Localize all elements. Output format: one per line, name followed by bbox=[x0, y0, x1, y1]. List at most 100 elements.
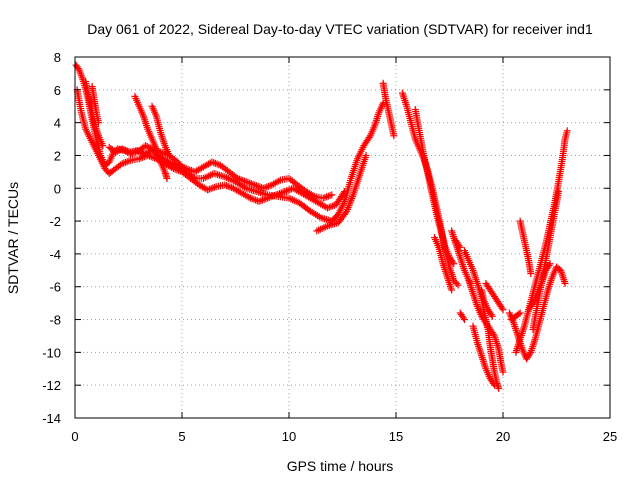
data-point bbox=[174, 161, 182, 169]
data-point bbox=[319, 194, 327, 202]
data-point bbox=[272, 191, 280, 199]
y-tick-label: 2 bbox=[54, 148, 61, 163]
series-arc-4 bbox=[131, 92, 171, 182]
data-point bbox=[135, 147, 143, 155]
data-point bbox=[276, 190, 284, 198]
data-point bbox=[365, 133, 373, 141]
data-point bbox=[149, 153, 157, 161]
data-point bbox=[169, 159, 177, 167]
data-point bbox=[266, 182, 274, 190]
data-point bbox=[489, 380, 497, 388]
data-point bbox=[112, 148, 120, 156]
series-arc-21 bbox=[516, 217, 535, 278]
y-axis-label: SDTVAR / TECUs bbox=[5, 182, 21, 294]
y-tick-label: 4 bbox=[54, 116, 61, 131]
y-tick-label: -4 bbox=[49, 247, 61, 262]
series-arc-15 bbox=[469, 322, 498, 389]
data-point bbox=[262, 195, 270, 203]
data-point bbox=[74, 64, 82, 72]
data-point bbox=[179, 163, 187, 171]
series-arc-5 bbox=[148, 102, 173, 159]
data-point bbox=[240, 177, 248, 185]
data-point bbox=[561, 279, 569, 287]
series-arc-24 bbox=[431, 234, 456, 294]
series-arc-19 bbox=[512, 127, 571, 356]
data-points bbox=[72, 61, 571, 392]
plot-frame bbox=[74, 56, 611, 419]
data-point bbox=[449, 258, 457, 266]
data-point bbox=[139, 150, 147, 158]
data-point bbox=[182, 165, 190, 173]
data-point bbox=[327, 203, 335, 211]
data-point bbox=[274, 190, 282, 198]
data-point bbox=[490, 381, 498, 389]
data-point bbox=[261, 184, 269, 192]
data-point bbox=[184, 165, 192, 173]
data-point bbox=[459, 314, 467, 322]
data-point bbox=[325, 203, 333, 211]
data-point bbox=[120, 159, 128, 167]
data-point bbox=[284, 186, 292, 194]
data-point bbox=[499, 368, 507, 376]
x-tick-label: 5 bbox=[178, 429, 185, 444]
data-point bbox=[275, 177, 283, 185]
data-point bbox=[516, 309, 524, 317]
data-point bbox=[208, 158, 216, 166]
y-tick-label: 8 bbox=[54, 50, 61, 65]
y-tick-label: 6 bbox=[54, 83, 61, 98]
data-point bbox=[163, 157, 171, 165]
data-point bbox=[488, 312, 496, 320]
data-point bbox=[260, 195, 268, 203]
data-point bbox=[136, 148, 144, 156]
data-point bbox=[213, 160, 221, 168]
data-point bbox=[142, 142, 150, 150]
data-point bbox=[171, 165, 179, 173]
data-point bbox=[256, 183, 264, 191]
data-point bbox=[526, 350, 534, 358]
axis-ticks bbox=[74, 56, 611, 419]
y-tick-labels: -14 -12 -10 -8 -6 -4 -2 0 2 4 6 8 bbox=[42, 50, 61, 426]
data-point bbox=[277, 189, 285, 197]
data-point bbox=[263, 183, 271, 191]
data-point bbox=[211, 159, 219, 167]
data-point bbox=[248, 195, 256, 203]
data-point bbox=[321, 193, 329, 201]
chart-title: Day 061 of 2022, Sidereal Day-to-day VTE… bbox=[87, 21, 593, 37]
data-point bbox=[170, 160, 178, 168]
data-point bbox=[255, 197, 263, 205]
data-point bbox=[257, 197, 265, 205]
data-point bbox=[123, 158, 131, 166]
series-arc-3 bbox=[105, 143, 336, 202]
series-arc-6 bbox=[82, 78, 107, 150]
data-point bbox=[324, 192, 332, 200]
y-tick-label: -8 bbox=[49, 313, 61, 328]
data-point bbox=[265, 193, 273, 201]
grid bbox=[75, 57, 610, 418]
series-arc-25 bbox=[452, 237, 464, 251]
series-arc-26 bbox=[478, 286, 496, 320]
data-point bbox=[448, 286, 456, 294]
data-point bbox=[450, 260, 458, 268]
data-point bbox=[246, 194, 254, 202]
y-tick-label: -10 bbox=[42, 345, 61, 360]
data-point bbox=[223, 182, 231, 190]
data-point bbox=[165, 151, 173, 159]
data-point bbox=[267, 193, 275, 201]
data-point bbox=[234, 174, 242, 182]
data-point bbox=[328, 191, 336, 199]
series-arc-11 bbox=[411, 106, 458, 268]
data-point bbox=[172, 161, 180, 169]
data-point bbox=[242, 178, 250, 186]
data-point bbox=[270, 191, 278, 199]
data-point bbox=[221, 181, 229, 189]
data-point bbox=[498, 304, 506, 312]
data-point bbox=[113, 147, 121, 155]
data-point bbox=[122, 146, 130, 154]
data-point bbox=[210, 159, 218, 167]
data-point bbox=[245, 193, 253, 201]
data-point bbox=[340, 189, 348, 197]
data-point bbox=[460, 316, 468, 324]
data-point bbox=[139, 153, 147, 161]
x-axis-label: GPS time / hours bbox=[287, 458, 394, 474]
data-point bbox=[165, 158, 173, 166]
